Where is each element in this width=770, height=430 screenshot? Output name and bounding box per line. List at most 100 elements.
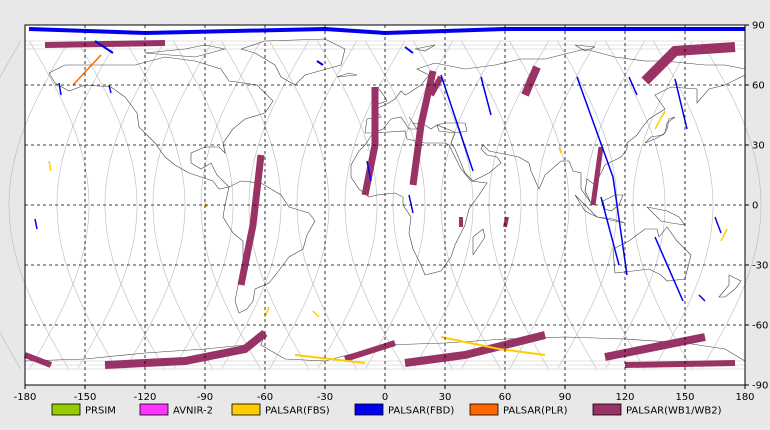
fbd-swath: [316, 60, 324, 66]
fbd-swath: [28, 26, 745, 36]
lat-tick-label: -90: [752, 381, 768, 392]
wb-swath: [44, 40, 166, 48]
lon-tick-label: -120: [134, 392, 157, 403]
orbit-track: [317, 40, 378, 370]
coastline: [48, 56, 274, 190]
legend-swatch: [592, 403, 622, 416]
fbs-swath: [654, 110, 666, 130]
observation-swaths: [23, 26, 745, 369]
orbit-track: [509, 40, 570, 370]
fbd-swath: [480, 76, 492, 116]
legend-label: PALSAR(FBD): [388, 406, 454, 417]
orbit-track: [8, 40, 69, 370]
wb-swath: [344, 340, 396, 362]
lon-tick-label: -60: [257, 392, 273, 403]
axis-ticks: -180 -150 -120 -90 -60 -30 0 30 60 90 120 150 180 90 6…: [14, 21, 769, 404]
lon-tick-label: -180: [14, 392, 37, 403]
fbs-swath: [294, 354, 366, 364]
wb-swath: [237, 154, 265, 286]
fbd-swath: [440, 74, 474, 172]
legend-swatch: [354, 403, 384, 416]
orbit-track: [413, 40, 474, 370]
fbd-swath: [576, 76, 628, 276]
orbit-track: [269, 40, 330, 370]
fbs-swath: [48, 160, 52, 172]
legend-swatch: [469, 403, 499, 416]
lat-tick-label: 90: [752, 21, 765, 32]
lat-tick-label: -60: [752, 321, 768, 332]
wb-swath: [641, 42, 736, 85]
fbd-swath: [404, 46, 414, 54]
plr-swath: [72, 54, 102, 86]
lat-tick-label: 0: [752, 201, 758, 212]
lat-tick-label: 30: [752, 141, 765, 152]
fbs-swath: [440, 336, 546, 356]
fbd-swath: [698, 294, 706, 302]
fbs-swath: [264, 306, 270, 318]
lat-tick-label: -30: [752, 261, 768, 272]
coastline: [472, 228, 486, 256]
lon-tick-label: 120: [615, 392, 634, 403]
fbs-swath: [558, 146, 562, 154]
legend-item: PALSAR(FBD): [354, 403, 454, 417]
legend-label: PALSAR(WB1/WB2): [626, 406, 722, 417]
legend-item: PALSAR(PLR): [469, 403, 568, 417]
orbit-track: [77, 40, 138, 370]
orbit-track: [29, 40, 90, 370]
orbit-track: [221, 40, 282, 370]
legend-label: AVNIR-2: [173, 406, 213, 417]
coastline: [644, 116, 676, 144]
fbd-swath: [366, 160, 372, 182]
legend-label: PALSAR(PLR): [503, 406, 568, 417]
orbit-track: [605, 40, 666, 370]
lon-tick-label: 60: [499, 392, 512, 403]
coastline: [222, 180, 316, 314]
lon-tick-label: 90: [559, 392, 572, 403]
fbd-swath: [108, 84, 112, 94]
coastline: [365, 74, 746, 204]
wb-swath: [604, 333, 706, 361]
legend-label: PALSAR(FBS): [265, 406, 330, 417]
lon-tick-label: -30: [317, 392, 333, 403]
graticule: [25, 25, 745, 385]
fbd-swath: [34, 218, 38, 230]
coastline: [336, 72, 358, 78]
legend-swatch: [139, 403, 169, 416]
wb-swath: [428, 75, 444, 97]
lon-tick-label: 0: [382, 392, 388, 403]
fbd-swath: [408, 194, 414, 214]
lon-tick-label: -150: [74, 392, 97, 403]
wb-swath: [590, 146, 604, 206]
fbd-swath: [600, 196, 620, 266]
wb-swath: [521, 65, 541, 97]
fbs-swath: [312, 310, 320, 318]
legend-item: PALSAR(WB1/WB2): [592, 403, 722, 417]
coastline: [144, 44, 226, 58]
lon-tick-label: 180: [735, 392, 754, 403]
orbit-track: [173, 40, 234, 370]
legend: PRSIM AVNIR-2 PALSAR(FBS) PALSAR(FBD) PALSAR…: [51, 403, 722, 417]
coastline: [350, 130, 488, 276]
fbd-swath: [628, 76, 638, 96]
fbd-swath: [674, 78, 688, 130]
orbit-track: [365, 40, 426, 370]
fbd-swath: [94, 40, 114, 54]
fbd-swath: [714, 216, 722, 234]
coastline: [240, 38, 346, 86]
legend-swatch: [231, 403, 261, 416]
legend-item: PRSIM: [51, 403, 116, 417]
lon-tick-label: 30: [439, 392, 452, 403]
legend-item: AVNIR-2: [139, 403, 213, 417]
legend-label: PRSIM: [85, 406, 116, 417]
fbd-swath: [58, 82, 62, 96]
wb-swath: [409, 70, 437, 186]
fbs-swath: [720, 228, 728, 242]
orbit-track: [701, 40, 762, 370]
wb-swath: [23, 352, 53, 368]
lat-tick-label: 60: [752, 81, 765, 92]
coastline: [574, 44, 596, 52]
coastline: [414, 44, 436, 52]
fbd-swath: [654, 236, 684, 302]
legend-swatch: [51, 403, 81, 416]
